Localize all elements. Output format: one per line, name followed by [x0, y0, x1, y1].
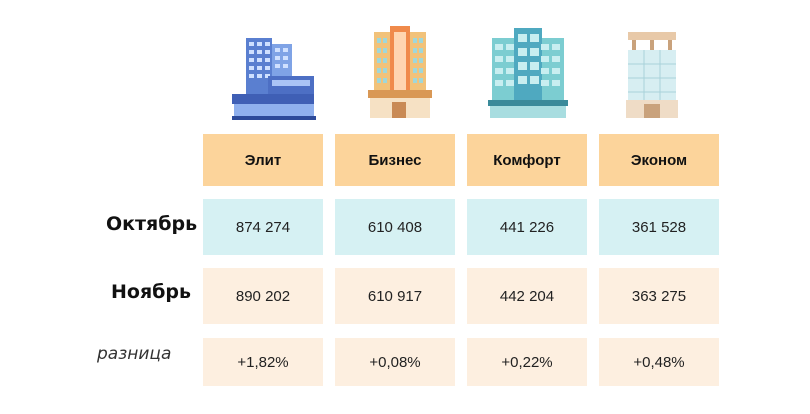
table-cell: 874 274	[203, 199, 323, 255]
table-cell: 363 275	[599, 268, 719, 324]
row-label-november: Ноябрь	[111, 281, 192, 303]
table-cell: 890 202	[203, 268, 323, 324]
elite-building-icon	[232, 38, 316, 120]
table-cell: +0,22%	[467, 338, 587, 386]
column-header-comfort: Комфорт	[467, 134, 587, 186]
business-building-icon	[368, 26, 432, 118]
table-cell: 441 226	[467, 199, 587, 255]
table-cell: 610 408	[335, 199, 455, 255]
table-cell: +1,82%	[203, 338, 323, 386]
table-cell: +0,08%	[335, 338, 455, 386]
economy-building-icon	[626, 32, 678, 118]
table-cell: 610 917	[335, 268, 455, 324]
table-cell: 442 204	[467, 268, 587, 324]
table-cell: 361 528	[599, 199, 719, 255]
row-label-october: Октябрь	[106, 213, 198, 235]
comfort-building-icon	[488, 28, 568, 118]
column-header-economy: Эконом	[599, 134, 719, 186]
column-header-business: Бизнес	[335, 134, 455, 186]
row-label-difference: разница	[97, 344, 172, 364]
table-cell: +0,48%	[599, 338, 719, 386]
column-header-elite: Элит	[203, 134, 323, 186]
